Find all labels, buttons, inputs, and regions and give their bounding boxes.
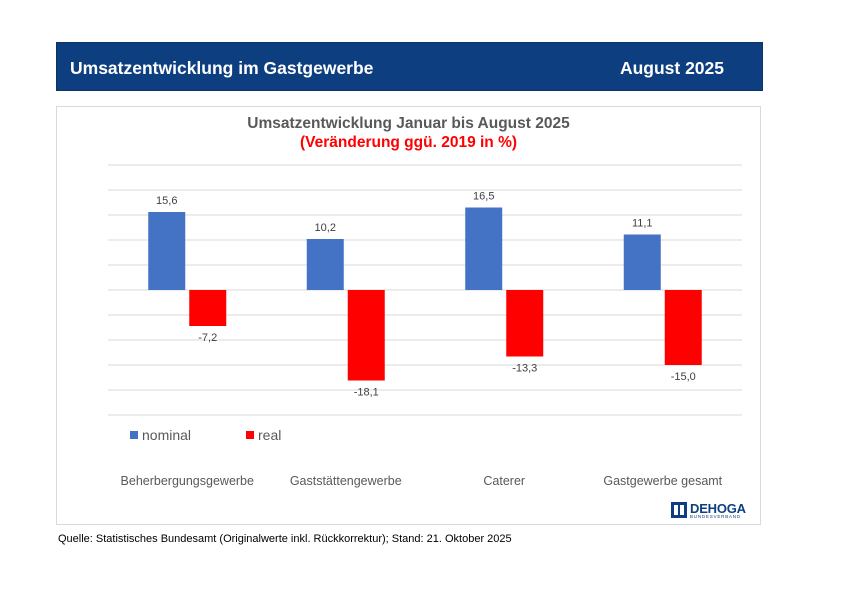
- legend-real-swatch: [246, 431, 254, 439]
- bar-real: [189, 290, 227, 326]
- bar-real: [347, 290, 385, 381]
- bar-nominal: [623, 234, 661, 290]
- source-note: Quelle: Statistisches Bundesamt (Origina…: [58, 533, 512, 545]
- header-date: August 2025: [619, 58, 724, 78]
- category-label: Caterer: [483, 474, 525, 488]
- bar-real: [506, 290, 544, 357]
- bar-nominal: [306, 239, 344, 290]
- header-bar: Umsatzentwicklung im Gastgewerbe August …: [56, 42, 763, 91]
- legend-nominal: nominal: [130, 427, 191, 443]
- legend-real-label: real: [258, 427, 282, 443]
- data-label: 10,2: [315, 222, 336, 234]
- category-label: Beherbergungsgewerbe: [121, 474, 254, 488]
- data-label: -13,3: [512, 363, 537, 375]
- header-title: Umsatzentwicklung im Gastgewerbe: [70, 58, 374, 78]
- chart-frame: Umsatzentwicklung Januar bis August 2025…: [56, 106, 761, 525]
- chart-title: Umsatzentwicklung Januar bis August 2025: [247, 115, 570, 132]
- bar-real: [664, 290, 702, 365]
- data-label: -18,1: [354, 387, 379, 399]
- data-label: 11,1: [632, 218, 653, 230]
- bar-nominal: [465, 207, 503, 290]
- legend-nominal-label: nominal: [142, 427, 192, 443]
- category-label: Gaststättengewerbe: [290, 474, 402, 488]
- data-label: 15,6: [156, 195, 177, 207]
- bar-chart: 15,6 -7,2 Beherbergungsgewerbe 10,2 -18,1 Gas…: [108, 164, 742, 488]
- legend-nominal-swatch: [130, 431, 138, 439]
- bar-nominal: [148, 212, 186, 290]
- category-label: Gastgewerbe gesamt: [603, 474, 722, 488]
- dehoga-logo-subtext: BUNDESVERBAND: [690, 514, 741, 519]
- dehoga-logo-text: DEHOGA: [690, 501, 746, 516]
- chart-subtitle: (Veränderung ggü. 2019 in %): [299, 134, 518, 151]
- data-label: -7,2: [198, 332, 217, 344]
- dehoga-logo-icon: [671, 502, 687, 518]
- data-label: -15,0: [671, 371, 696, 383]
- data-label: 16,5: [473, 191, 494, 203]
- legend-real: real: [246, 427, 281, 443]
